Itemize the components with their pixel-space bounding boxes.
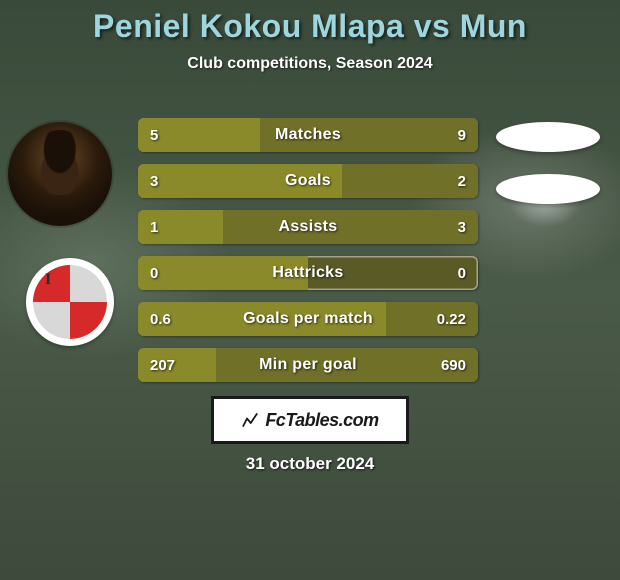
stat-bars-container: Matches59Goals32Assists13Hattricks00Goal… [138,118,478,394]
player-avatar-left [8,122,112,226]
player-avatar-right-top [496,122,600,152]
stat-bar: Assists1 3 [138,210,478,244]
footer-brand-box[interactable]: FcTables.com [211,396,409,444]
stat-bar-value-left: 207 [150,348,175,382]
stat-bar-value-left: 0 [150,256,158,290]
stat-bar: Matches5 9 [138,118,478,152]
stat-bar-value-left: 3 [150,164,158,198]
club-badge [26,258,114,346]
stat-bar-label: Matches [138,118,478,152]
fctables-logo-icon [241,411,259,429]
stat-bar-label: Hattricks [138,256,478,290]
content-root: Peniel Kokou Mlapa vs Mun Club competiti… [0,0,620,580]
stat-bar: Hattricks0 0 [138,256,478,290]
player-avatar-right-bottom [496,174,600,204]
stat-bar-value-right: 0.22 [437,302,466,336]
stat-bar-value-left: 1 [150,210,158,244]
stat-bar: Goals3 2 [138,164,478,198]
stat-bar: Min per goal207 690 [138,348,478,382]
footer-brand-text: FcTables.com [265,410,378,431]
stat-bar-value-right: 2 [458,164,466,198]
stat-bar-value-right: 0 [458,256,466,290]
stat-bar-label: Min per goal [138,348,478,382]
date-line: 31 october 2024 [0,454,620,474]
stat-bar-value-right: 3 [458,210,466,244]
stat-bar-value-left: 5 [150,118,158,152]
stat-bar-value-left: 0.6 [150,302,171,336]
stat-bar-value-right: 690 [441,348,466,382]
stat-bar: Goals per match0.6 0.22 [138,302,478,336]
stat-bar-label: Goals [138,164,478,198]
stat-bar-label: Assists [138,210,478,244]
stat-bar-value-right: 9 [458,118,466,152]
page-title: Peniel Kokou Mlapa vs Mun [0,0,620,45]
page-subtitle: Club competitions, Season 2024 [0,55,620,73]
club-badge-shield [33,265,107,339]
stat-bar-label: Goals per match [138,302,478,336]
